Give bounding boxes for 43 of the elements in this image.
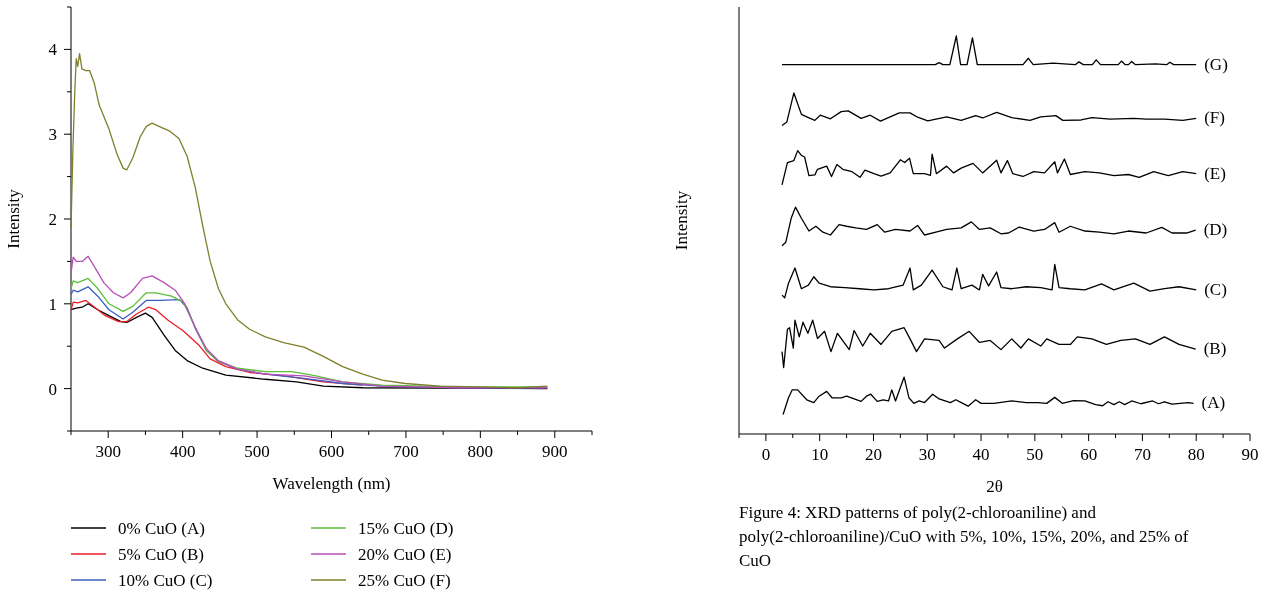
series-label: (D)	[1203, 220, 1228, 240]
y-axis-title: Intensity	[4, 188, 23, 249]
legend-label: 20% CuO (E)	[358, 545, 452, 564]
legend-label: 15% CuO (D)	[358, 519, 454, 538]
line-series	[70, 52, 548, 389]
x-tick-label: 50	[1026, 445, 1044, 464]
legend-label: 0% CuO (A)	[118, 519, 205, 538]
x-axis-title: Wavelength (nm)	[272, 474, 391, 493]
x-tick-label: 0	[761, 445, 771, 464]
x-tick-label: 10	[811, 445, 829, 464]
x-tick-label: 600	[318, 442, 345, 461]
x-tick-label: 700	[393, 442, 419, 461]
series-label: (G)	[1204, 54, 1228, 74]
y-tick-label: 4	[48, 40, 58, 60]
x-tick-label: 70	[1133, 445, 1151, 464]
x-tick-label: 60	[1080, 445, 1098, 464]
legend-label: 25% CuO (F)	[358, 571, 451, 590]
line-series	[70, 303, 548, 390]
x-tick-label: 500	[244, 442, 270, 461]
legend-label: 5% CuO (B)	[118, 545, 204, 564]
y-tick-label: 2	[48, 210, 57, 229]
series-label: (B)	[1203, 339, 1227, 359]
x-tick-label: 800	[467, 442, 494, 461]
x-tick-label: 40	[972, 445, 990, 464]
x-axis-title: 2θ	[986, 477, 1003, 496]
series-label: (A)	[1201, 393, 1226, 413]
x-tick-label: 400	[169, 442, 196, 461]
x-tick-label: 300	[95, 442, 121, 461]
y-tick-label: 3	[48, 125, 57, 145]
series-label: (E)	[1204, 163, 1226, 183]
y-axis-title: Intensity	[672, 190, 691, 251]
line-series	[70, 255, 548, 389]
legend-label: 10% CuO (C)	[118, 571, 213, 590]
caption: Figure 4: XRD patterns of poly(2-chloroaniline) and poly(2-chloroaniline)/CuO with 5%, 10%, 15%, 20%, and 25% of CuO	[739, 503, 1189, 570]
x-tick-label: 20	[864, 445, 882, 464]
series-label: (F)	[1204, 108, 1225, 128]
x-tick-label: 900	[542, 442, 568, 461]
x-tick-label: 30	[918, 445, 936, 464]
x-tick-label: 90	[1241, 445, 1259, 464]
y-tick-label: 0	[48, 379, 57, 399]
series-label: (C)	[1204, 279, 1227, 299]
x-tick-label: 80	[1187, 445, 1205, 464]
y-tick-label: 1	[48, 294, 57, 314]
